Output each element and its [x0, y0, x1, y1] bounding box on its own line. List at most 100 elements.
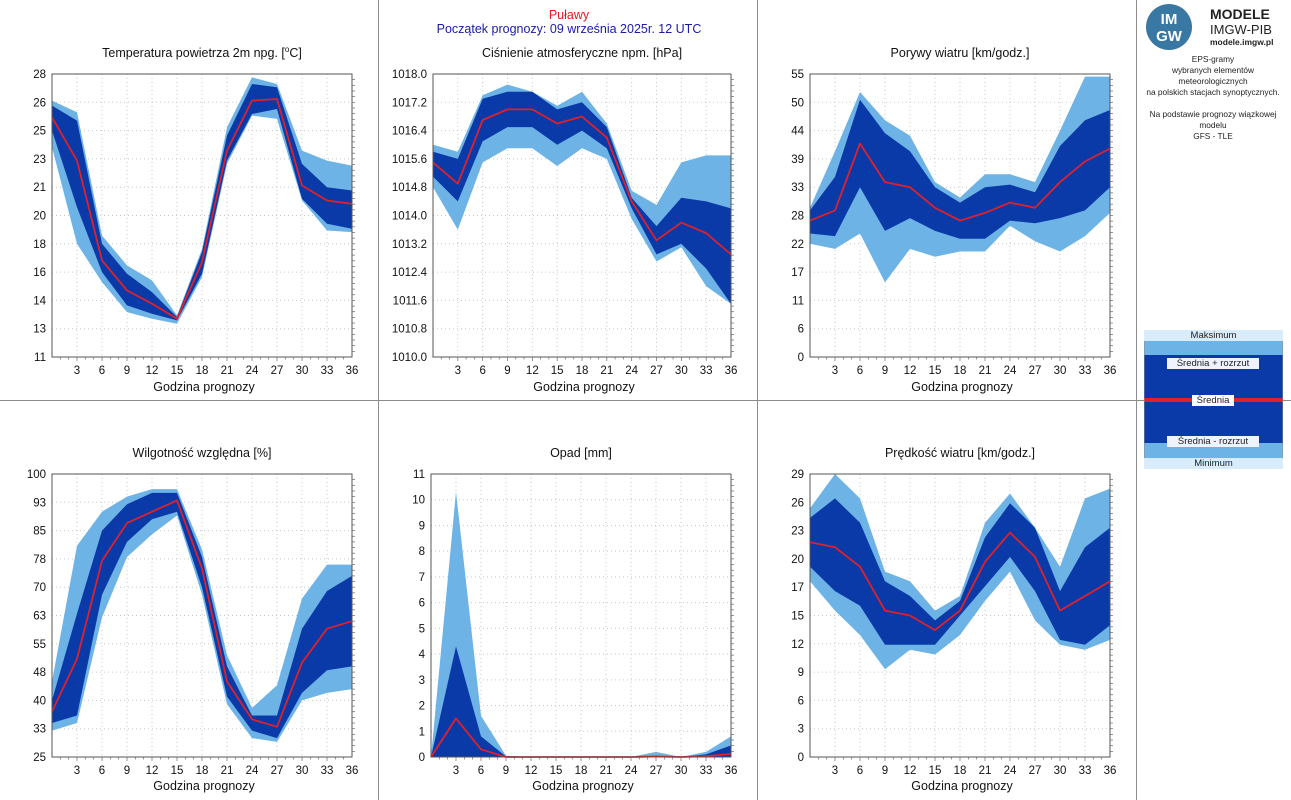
x-tick-label: 6: [99, 765, 105, 777]
y-tick-label: 0: [798, 352, 804, 364]
y-tick-label: 44: [791, 126, 804, 138]
y-tick-label: 20: [791, 554, 804, 566]
mean-line: [51, 499, 353, 728]
x-tick-label: 30: [675, 765, 688, 777]
x-tick-label: 33: [700, 765, 713, 777]
x-tick-label: 3: [74, 365, 80, 377]
y-tick-label: 55: [33, 639, 46, 651]
x-tick-label: 15: [929, 765, 942, 777]
x-tick-label: 15: [550, 765, 563, 777]
chart-title: Porywy wiatru [km/godz.]: [891, 46, 1030, 60]
chart-title: Prędkość wiatru [km/godz.]: [885, 446, 1035, 460]
badge-top-text: IM: [1160, 11, 1178, 28]
chart-title: Wilgotność względna [%]: [133, 446, 272, 460]
legend-min: Minimum: [1144, 458, 1283, 469]
y-tick-label: 9: [419, 520, 425, 532]
x-tick-label: 9: [503, 765, 509, 777]
x-tick-label: 21: [979, 365, 992, 377]
x-tick-label: 12: [526, 365, 539, 377]
legend-mean-minus: Średnia - rozrzut: [1167, 436, 1259, 447]
temperature-chart: Temperatura powietrza 2m npg. [oC] 11 13 14…: [33, 45, 358, 394]
x-tick-label: 21: [221, 365, 234, 377]
y-tick-label: 11: [34, 352, 46, 364]
chart-title: Temperatura powietrza 2m npg. [oC]: [102, 45, 302, 60]
station-name: Puławy: [548, 8, 590, 22]
chart-title: Opad [mm]: [550, 446, 612, 460]
y-tick-label: 1010.8: [392, 324, 427, 336]
y-tick-label: 26: [791, 497, 804, 509]
x-tick-label: 6: [99, 365, 105, 377]
y-tick-label: 25: [33, 752, 46, 764]
x-axis-label: Godzina prognozy: [532, 779, 634, 793]
y-tick-label: 25: [33, 126, 46, 138]
legend-mean-plus: Średnia + rozrzut: [1167, 358, 1259, 369]
y-tick-label: 40: [33, 695, 46, 707]
x-axis-label: Godzina prognozy: [911, 779, 1013, 793]
y-tick-label: 23: [791, 526, 804, 538]
spread-band: [433, 91, 731, 304]
x-tick-label: 21: [600, 365, 613, 377]
logo-title: MODELE: [1210, 6, 1270, 22]
y-tick-label: 6: [798, 324, 804, 336]
x-tick-label: 27: [650, 765, 663, 777]
y-tick-label: 1012.4: [392, 267, 428, 279]
x-tick-label: 33: [1079, 365, 1092, 377]
x-tick-label: 18: [196, 365, 209, 377]
min-max-band: [52, 77, 352, 324]
mean-line: [432, 108, 732, 256]
x-tick-label: 24: [625, 765, 638, 777]
x-tick-label: 21: [221, 765, 234, 777]
horizontal-separator: [0, 400, 1136, 401]
y-tick-label: 28: [33, 69, 46, 81]
x-tick-label: 21: [979, 765, 992, 777]
y-tick-label: 1014.8: [392, 182, 427, 194]
y-tick-label: 5: [419, 623, 425, 635]
y-tick-label: 1015.6: [392, 154, 427, 166]
x-tick-label: 6: [857, 765, 863, 777]
x-tick-label: 33: [321, 765, 334, 777]
y-tick-label: 1010.0: [392, 352, 427, 364]
badge-bottom-text: GW: [1156, 28, 1182, 45]
y-tick-label: 1018.0: [392, 69, 427, 81]
x-tick-label: 30: [675, 365, 688, 377]
x-tick-label: 12: [904, 365, 917, 377]
x-tick-label: 27: [1029, 765, 1042, 777]
y-tick-label: 1014.0: [392, 211, 427, 223]
x-tick-label: 21: [600, 765, 613, 777]
y-tick-label: 1017.2: [392, 97, 427, 109]
y-tick-label: 70: [33, 582, 46, 594]
x-tick-label: 12: [525, 765, 538, 777]
y-tick-label: 3: [419, 675, 425, 687]
y-tick-label: 13: [33, 324, 46, 336]
x-tick-label: 15: [929, 365, 942, 377]
y-tick-label: 28: [791, 211, 804, 223]
description-line-3: na polskich stacjach synoptycznych.: [1146, 87, 1280, 97]
x-tick-label: 9: [124, 365, 130, 377]
logo-subtitle: IMGW-PIB: [1210, 22, 1272, 37]
x-tick-label: 30: [1054, 765, 1067, 777]
y-tick-label: 21: [33, 182, 46, 194]
x-tick-label: 24: [1004, 765, 1017, 777]
x-tick-label: 3: [455, 365, 461, 377]
x-tick-label: 27: [650, 365, 663, 377]
x-tick-label: 3: [832, 365, 838, 377]
y-tick-label: 0: [798, 752, 804, 764]
mean-line: [51, 98, 353, 320]
x-tick-label: 27: [1029, 365, 1042, 377]
y-tick-label: 0: [419, 752, 425, 764]
y-tick-label: 33: [791, 182, 804, 194]
y-tick-label: 93: [33, 497, 46, 509]
spread-band: [810, 498, 1110, 645]
description-line-1: EPS-gramy: [1191, 54, 1235, 64]
y-tick-label: 14: [33, 295, 46, 307]
imgw-logo: IM GW MODELE IMGW-PIB modele.imgw.pl: [1146, 4, 1286, 50]
y-tick-label: 7: [419, 572, 425, 584]
x-tick-label: 36: [1104, 365, 1117, 377]
forecast-start: Początek prognozy: 09 września 2025r. 12…: [436, 22, 702, 36]
x-tick-label: 12: [146, 765, 159, 777]
x-tick-label: 15: [171, 765, 184, 777]
y-tick-label: 17: [791, 582, 804, 594]
chart-title-main: Temperatura powietrza 2m npg. [: [102, 46, 285, 60]
chart-title-superscript: o: [285, 45, 290, 54]
